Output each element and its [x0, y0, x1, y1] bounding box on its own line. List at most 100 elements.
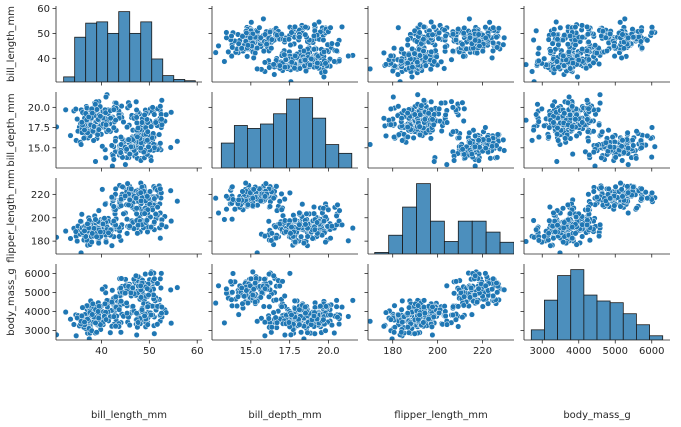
scatter-point	[105, 127, 112, 134]
scatter-point	[638, 195, 645, 202]
scatter-point	[235, 196, 242, 203]
scatter-point	[490, 39, 497, 46]
scatter-point	[157, 185, 164, 192]
scatter-point	[231, 206, 238, 213]
scatter-point	[223, 29, 230, 36]
scatter-point	[416, 131, 424, 138]
hist-bar	[85, 22, 98, 82]
scatter-point	[281, 331, 288, 339]
scatter-point	[157, 103, 164, 110]
scatter-point	[120, 118, 127, 126]
scatter-point	[387, 52, 394, 59]
scatter-point	[569, 235, 576, 242]
scatter-point	[535, 50, 542, 57]
scatter-point	[387, 316, 394, 323]
scatter-point	[315, 18, 323, 26]
scatter-point	[298, 233, 305, 240]
scatter-point	[123, 146, 130, 153]
scatter-point	[429, 116, 436, 123]
scatter-point	[97, 228, 104, 235]
scatter-point	[448, 56, 455, 63]
scatter-point	[642, 189, 649, 196]
scatter-point	[404, 110, 411, 117]
scatter-point	[620, 149, 628, 156]
scatter-point	[250, 286, 257, 293]
scatter-point	[137, 145, 144, 152]
scatter-point	[399, 319, 406, 326]
scatter-point	[268, 45, 275, 52]
scatter-point	[442, 32, 449, 39]
scatter-point	[607, 195, 614, 202]
scatter-point	[78, 249, 85, 254]
scatter-point	[249, 292, 256, 299]
scatter-point	[146, 188, 154, 195]
scatter-point	[221, 216, 228, 223]
scatter-point	[579, 46, 586, 53]
scatter-point	[56, 123, 60, 130]
scatter-point	[422, 54, 429, 61]
scatter-point	[620, 45, 628, 52]
scatter-point	[472, 37, 479, 44]
scatter-point	[472, 132, 479, 139]
scatter-point	[320, 73, 327, 80]
scatter-point	[569, 123, 576, 130]
hist-bar	[583, 294, 598, 340]
scatter-point	[95, 303, 103, 310]
scatter-point	[593, 49, 600, 57]
scatter-point	[67, 132, 74, 139]
scatter-point	[174, 138, 181, 145]
scatter-point	[287, 230, 294, 237]
scatter-point	[229, 216, 236, 223]
scatter-point	[320, 218, 328, 225]
scatter-point	[617, 203, 624, 210]
scatter-point	[239, 188, 246, 195]
scatter-point	[590, 59, 597, 66]
panel-bill_depth_mm-vs-flipper_length_mm	[364, 92, 514, 172]
scatter-point	[227, 278, 234, 285]
scatter-point	[638, 144, 645, 151]
y-tick-label: 50	[37, 29, 50, 40]
scatter-point	[398, 57, 405, 64]
scatter-point	[593, 194, 600, 201]
scatter-point	[89, 300, 96, 307]
scatter-point	[291, 216, 298, 223]
scatter-point	[265, 218, 272, 225]
scatter-point	[338, 221, 346, 228]
hist-bar	[596, 300, 611, 340]
scatter-point	[133, 205, 140, 212]
scatter-point	[421, 116, 428, 123]
scatter-point	[590, 149, 597, 156]
scatter-point	[281, 292, 288, 300]
scatter-point	[368, 318, 374, 325]
scatter-point	[310, 203, 318, 211]
scatter-point	[90, 123, 98, 130]
scatter-point	[567, 65, 574, 72]
scatter-point	[256, 24, 263, 31]
hist-bar	[402, 206, 417, 254]
scatter-point	[410, 134, 417, 141]
hist-bar	[530, 329, 545, 340]
scatter-point	[535, 118, 542, 125]
scatter-point	[442, 111, 449, 118]
scatter-point	[459, 41, 466, 48]
scatter-point	[619, 137, 626, 144]
scatter-point	[398, 46, 405, 53]
scatter-point	[117, 329, 124, 336]
scatter-point	[555, 64, 562, 71]
scatter-point	[648, 189, 656, 196]
scatter-point	[561, 62, 568, 69]
x-tick-label: 180	[383, 346, 402, 357]
scatter-point	[249, 195, 256, 202]
scatter-point	[411, 111, 418, 118]
scatter-point	[250, 186, 257, 193]
scatter-point	[449, 104, 456, 111]
scatter-point	[137, 189, 144, 196]
scatter-point	[92, 319, 99, 326]
scatter-point	[78, 119, 85, 126]
scatter-point	[529, 137, 536, 144]
scatter-point	[268, 329, 275, 336]
scatter-point	[99, 186, 106, 193]
scatter-point	[223, 285, 230, 292]
scatter-point	[602, 139, 609, 146]
scatter-point	[234, 293, 242, 300]
